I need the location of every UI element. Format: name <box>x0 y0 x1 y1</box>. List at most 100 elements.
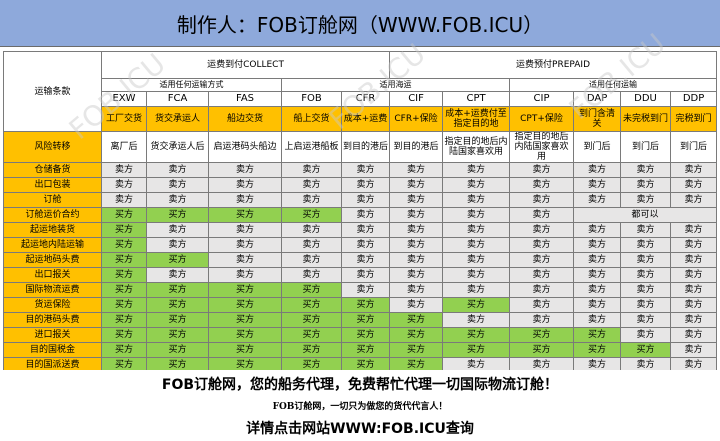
responsibility-cell: 卖方 <box>282 178 342 193</box>
responsibility-cell: 买方 <box>282 343 342 358</box>
responsibility-cell: 卖方 <box>621 283 671 298</box>
table-side-label: 运输条款 <box>4 52 102 132</box>
responsibility-cell: 卖方 <box>510 253 574 268</box>
responsibility-cell: 卖方 <box>147 178 209 193</box>
footer-link-text[interactable]: 详情点击网站WWW:FOB.ICU查询 <box>0 418 720 438</box>
responsibility-cell: 卖方 <box>342 163 390 178</box>
responsibility-cell: 卖方 <box>671 343 717 358</box>
row-label: 出口报关 <box>4 268 102 283</box>
term-description: CFR+保险 <box>390 107 443 132</box>
responsibility-cell: 卖方 <box>621 178 671 193</box>
responsibility-cell: 卖方 <box>147 268 209 283</box>
responsibility-cell: 卖方 <box>390 163 443 178</box>
responsibility-cell: 卖方 <box>621 223 671 238</box>
responsibility-cell: 卖方 <box>342 253 390 268</box>
risk-transfer-cell: 到门后 <box>671 132 717 163</box>
table-row: 出口报关 买方 卖方 卖方 卖方 卖方 卖方 卖方 卖方 卖方 卖方 卖方 <box>4 268 717 283</box>
responsibility-cell: 卖方 <box>443 313 510 328</box>
responsibility-cell: 卖方 <box>574 238 621 253</box>
responsibility-cell: 卖方 <box>443 253 510 268</box>
responsibility-cell: 卖方 <box>510 223 574 238</box>
responsibility-cell: 卖方 <box>574 313 621 328</box>
responsibility-cell: 卖方 <box>574 193 621 208</box>
responsibility-cell: 买方 <box>282 298 342 313</box>
responsibility-cell: 卖方 <box>574 298 621 313</box>
responsibility-cell: 买方 <box>102 253 147 268</box>
responsibility-cell: 买方 <box>147 298 209 313</box>
row-label: 出口包装 <box>4 178 102 193</box>
responsibility-cell: 卖方 <box>209 268 282 283</box>
responsibility-cell: 卖方 <box>282 253 342 268</box>
risk-transfer-cell: 到门后 <box>621 132 671 163</box>
responsibility-cell: 买方 <box>574 328 621 343</box>
term-header: CFR <box>342 92 390 107</box>
responsibility-cell: 买方 <box>390 328 443 343</box>
term-description: 工厂交货 <box>102 107 147 132</box>
responsibility-cell: 卖方 <box>621 298 671 313</box>
responsibility-cell: 卖方 <box>390 193 443 208</box>
responsibility-cell: 卖方 <box>147 163 209 178</box>
responsibility-cell: 卖方 <box>147 193 209 208</box>
responsibility-cell: 卖方 <box>510 298 574 313</box>
term-header: EXW <box>102 92 147 107</box>
term-header: FCA <box>147 92 209 107</box>
responsibility-cell-merged: 都可以 <box>574 208 717 223</box>
risk-transfer-cell: 指定目的地后内陆国家喜欢用 <box>443 132 510 163</box>
responsibility-cell: 买方 <box>147 208 209 223</box>
responsibility-cell: 买方 <box>209 208 282 223</box>
responsibility-cell: 卖方 <box>443 163 510 178</box>
responsibility-cell: 卖方 <box>342 208 390 223</box>
responsibility-cell: 买方 <box>147 343 209 358</box>
responsibility-cell: 买方 <box>282 328 342 343</box>
responsibility-cell: 买方 <box>102 283 147 298</box>
responsibility-cell: 卖方 <box>342 223 390 238</box>
table-row: 进口报关 买方 买方 买方 买方 买方 买方 买方 买方 买方 卖方 卖方 <box>4 328 717 343</box>
term-description: 完税到门 <box>671 107 717 132</box>
responsibility-cell: 买方 <box>209 283 282 298</box>
responsibility-cell: 买方 <box>102 343 147 358</box>
responsibility-cell: 卖方 <box>443 193 510 208</box>
responsibility-cell: 买方 <box>443 298 510 313</box>
responsibility-cell: 买方 <box>209 328 282 343</box>
responsibility-cell: 卖方 <box>209 163 282 178</box>
responsibility-cell: 买方 <box>147 253 209 268</box>
row-label: 起运地装货 <box>4 223 102 238</box>
responsibility-cell: 买方 <box>209 298 282 313</box>
row-label: 国际物流运费 <box>4 283 102 298</box>
responsibility-cell: 卖方 <box>510 238 574 253</box>
row-label: 订舱运价合约 <box>4 208 102 223</box>
responsibility-cell: 买方 <box>510 343 574 358</box>
responsibility-cell: 买方 <box>102 313 147 328</box>
responsibility-cell: 卖方 <box>621 268 671 283</box>
responsibility-cell: 买方 <box>282 283 342 298</box>
term-header: CIF <box>390 92 443 107</box>
responsibility-cell: 买方 <box>443 328 510 343</box>
responsibility-cell: 买方 <box>342 313 390 328</box>
responsibility-cell: 卖方 <box>671 163 717 178</box>
responsibility-cell: 卖方 <box>342 268 390 283</box>
responsibility-cell: 卖方 <box>443 268 510 283</box>
responsibility-cell: 卖方 <box>342 193 390 208</box>
term-header: DAP <box>574 92 621 107</box>
responsibility-cell: 卖方 <box>671 253 717 268</box>
responsibility-cell: 卖方 <box>510 283 574 298</box>
responsibility-cell: 卖方 <box>342 238 390 253</box>
risk-transfer-cell: 启运港码头船边 <box>209 132 282 163</box>
term-header: DDP <box>671 92 717 107</box>
risk-transfer-cell: 到目的港后 <box>390 132 443 163</box>
responsibility-cell: 卖方 <box>390 253 443 268</box>
responsibility-cell: 买方 <box>209 313 282 328</box>
responsibility-cell: 卖方 <box>390 283 443 298</box>
responsibility-cell: 卖方 <box>443 208 510 223</box>
responsibility-cell: 卖方 <box>282 223 342 238</box>
term-header: CIP <box>510 92 574 107</box>
term-description: 未完税到门 <box>621 107 671 132</box>
responsibility-cell: 卖方 <box>574 178 621 193</box>
term-header: DDU <box>621 92 671 107</box>
responsibility-cell: 卖方 <box>209 178 282 193</box>
responsibility-cell: 卖方 <box>390 238 443 253</box>
responsibility-cell: 卖方 <box>621 313 671 328</box>
responsibility-cell: 卖方 <box>671 313 717 328</box>
responsibility-cell: 买方 <box>102 328 147 343</box>
responsibility-cell: 买方 <box>342 343 390 358</box>
